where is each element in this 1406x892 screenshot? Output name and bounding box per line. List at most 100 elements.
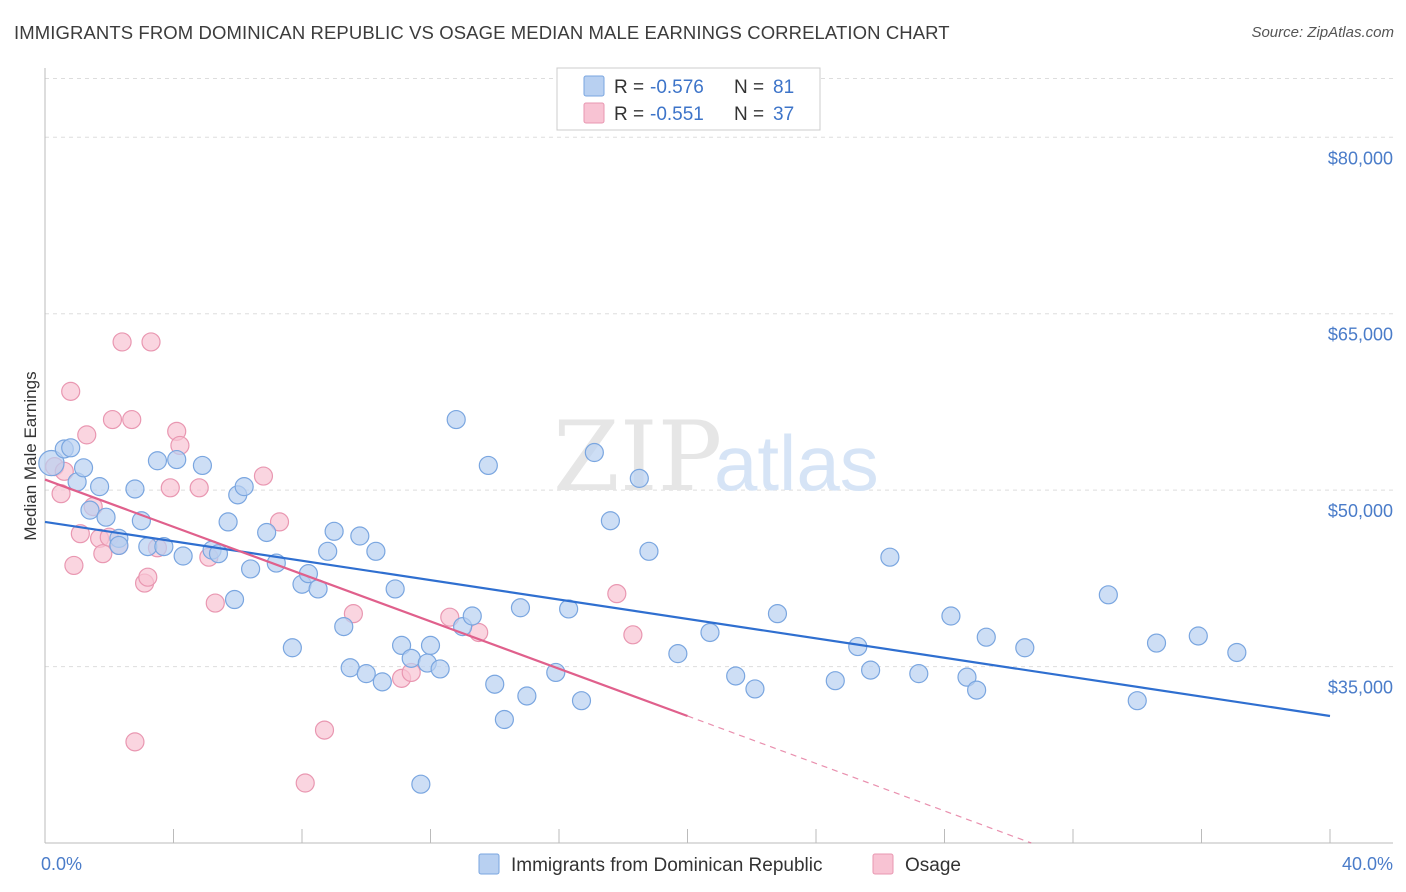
dominican-point [967,680,987,700]
osage-point [314,720,335,740]
osage-point [205,593,225,613]
osage-point [607,584,627,604]
legend-r-value: -0.551 [650,104,704,125]
dominican-point [478,455,498,476]
dominican-point [401,648,421,668]
dominican-point [218,512,238,532]
dominican-point [909,664,929,684]
dominican-point [430,659,450,679]
watermark: ZIP atlas [553,401,879,513]
osage-point [102,409,123,430]
dominican-point [356,664,376,684]
dominican-point [96,507,116,527]
y-tick-label: $65,000 [1328,325,1393,345]
legend-swatch-osage [872,853,894,875]
dominican-point [61,438,81,458]
dominican-point [767,604,788,624]
dominican-point [366,541,386,561]
dominican-point [1098,585,1118,605]
gridlines [45,78,1393,668]
x-tick-labels: 0.0% 40.0% [41,854,1393,874]
legend-swatch-pink [583,102,605,124]
y-tick-label: $50,000 [1328,501,1393,521]
legend-swatch-dominican [478,853,500,875]
watermark-atlas: atlas [714,419,879,507]
dominican-point [745,679,765,699]
legend-r-label: R = [614,104,644,125]
dominican-point [241,559,261,579]
osage-point [70,524,90,544]
dominican-point [517,686,537,706]
dominican-point [462,606,482,626]
dominican-point [510,598,531,618]
dominican-point [147,451,168,471]
osage-point [64,555,84,576]
dominican-point [1227,642,1247,663]
dominican-point [372,672,392,692]
osage-points [45,332,643,793]
dominican-point [90,477,110,497]
legend-swatch-blue [583,75,605,97]
y-axis-label: Median Male Earnings [21,371,40,540]
dominican-point [167,449,187,470]
dominican-point [334,616,354,637]
dominican-point [411,774,431,794]
dominican-point [154,537,174,557]
dominican-point [318,541,338,561]
legend-r-label: R = [614,77,644,98]
dominican-point [584,442,604,463]
dominican-point [224,589,245,610]
dominican-point [109,535,129,556]
dominican-point [1188,626,1208,646]
chart-title: IMMIGRANTS FROM DOMINICAN REPUBLIC VS OS… [14,22,950,43]
dominican-point [668,644,688,664]
dominican-point [234,477,254,497]
osage-point [138,567,158,587]
dominican-point [173,546,193,566]
dominican-points [38,409,1247,794]
dominican-point [125,479,145,499]
dominican-point [192,455,213,476]
trend-lines [44,478,1331,844]
dominican-point [825,671,845,691]
osage-point [295,773,315,793]
osage-point [623,625,643,645]
osage-point [122,409,142,430]
dominican-point [957,667,977,687]
dominican-point [324,521,344,541]
dominican-point [350,526,370,546]
dominican-point [391,635,412,656]
dominican-point [38,449,65,477]
osage-point [125,732,145,752]
y-tick-labels: $80,000 $65,000 $50,000 $35,000 [1328,148,1393,697]
x-tick-label: 40.0% [1342,854,1393,874]
dominican-point [494,709,514,730]
legend-label-dominican: Immigrants from Dominican Republic [511,855,823,876]
dominican-point [73,458,94,478]
dominican-point [420,635,441,656]
watermark-zip: ZIP [553,401,722,513]
dominican-point [726,666,746,686]
dominican-point [385,579,405,599]
dominican-point [976,627,996,647]
dominican-point [600,511,621,531]
osage-point [269,512,290,532]
legend-n-label: N = [734,77,764,98]
dominican-point [446,409,466,430]
dominican-point [639,541,659,561]
dominican-point [485,674,505,694]
legend-n-value: 37 [773,104,794,125]
osage-point [440,607,460,627]
dominican-point [941,606,961,626]
legend-label-osage: Osage [905,855,961,876]
dominican-point [282,638,302,658]
legend-r-value: -0.576 [650,77,704,98]
dominican-trend-line [44,520,1331,718]
osage-point [61,381,81,401]
dominican-point [80,500,100,520]
dominican-point [340,658,360,678]
dominican-point [257,522,277,543]
dominican-point [629,468,649,488]
dominican-point [700,622,720,643]
